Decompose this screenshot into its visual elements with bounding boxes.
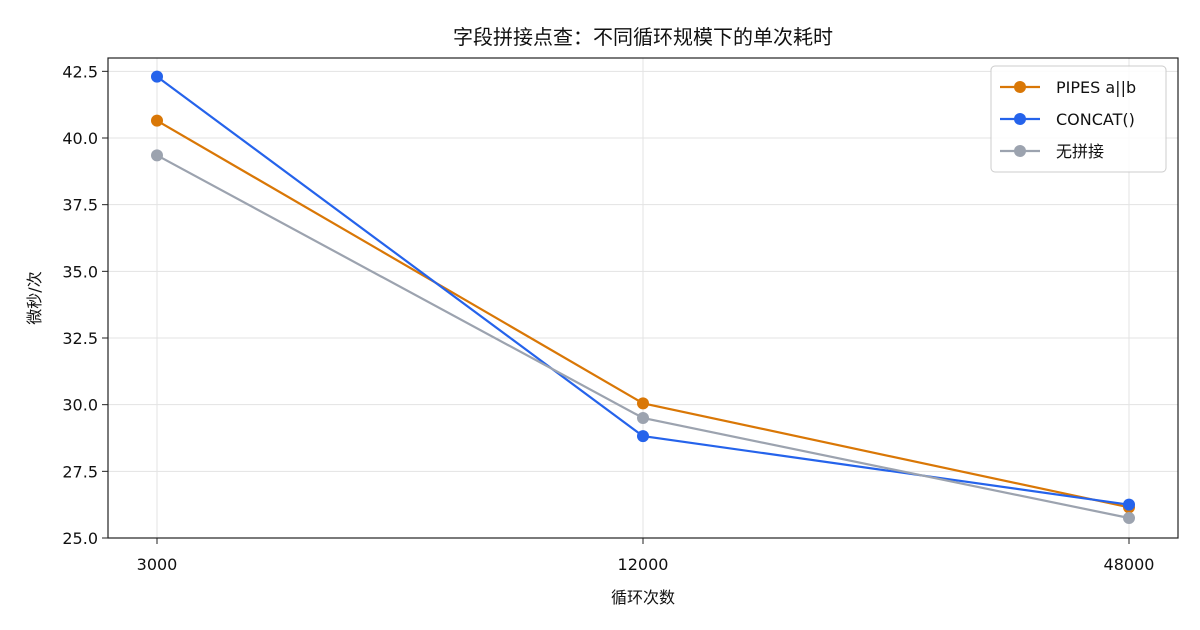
y-tick-label: 32.5 bbox=[62, 329, 98, 348]
legend-label: PIPES a||b bbox=[1056, 78, 1136, 97]
legend: PIPES a||b CONCAT() 无拼接 bbox=[990, 65, 1167, 173]
legend-label: 无拼接 bbox=[1056, 142, 1104, 161]
y-tick-label: 30.0 bbox=[62, 396, 98, 415]
y-tick-label: 37.5 bbox=[62, 196, 98, 215]
series-layer bbox=[151, 70, 1135, 524]
y-axis-label: 微秒/次 bbox=[25, 271, 44, 324]
x-tick-label: 48000 bbox=[1104, 555, 1155, 574]
data-point bbox=[1123, 512, 1135, 524]
x-axis: 3000 12000 48000 bbox=[137, 538, 1155, 574]
data-point bbox=[151, 149, 163, 162]
data-point bbox=[637, 430, 649, 443]
y-tick-label: 27.5 bbox=[62, 462, 98, 481]
data-point bbox=[151, 70, 163, 83]
x-tick-label: 3000 bbox=[137, 555, 178, 574]
legend-marker bbox=[1014, 145, 1026, 157]
chart-title: 字段拼接点查：不同循环规模下的单次耗时 bbox=[453, 25, 833, 49]
data-point bbox=[151, 114, 163, 127]
y-tick-label: 35.0 bbox=[62, 262, 98, 281]
legend-marker bbox=[1014, 113, 1026, 125]
data-point bbox=[1123, 498, 1135, 511]
y-axis: 25.0 27.5 30.0 32.5 35.0 37.5 40.0 42.5 bbox=[62, 62, 108, 548]
y-tick-label: 42.5 bbox=[62, 62, 98, 81]
legend-label: CONCAT() bbox=[1056, 110, 1135, 129]
y-tick-label: 40.0 bbox=[62, 129, 98, 148]
legend-marker bbox=[1014, 81, 1026, 93]
data-point bbox=[637, 397, 649, 410]
data-point bbox=[637, 412, 649, 424]
x-tick-label: 12000 bbox=[618, 555, 669, 574]
y-tick-label: 25.0 bbox=[62, 529, 98, 548]
legend-box bbox=[990, 65, 1167, 173]
x-axis-label: 循环次数 bbox=[611, 588, 675, 607]
